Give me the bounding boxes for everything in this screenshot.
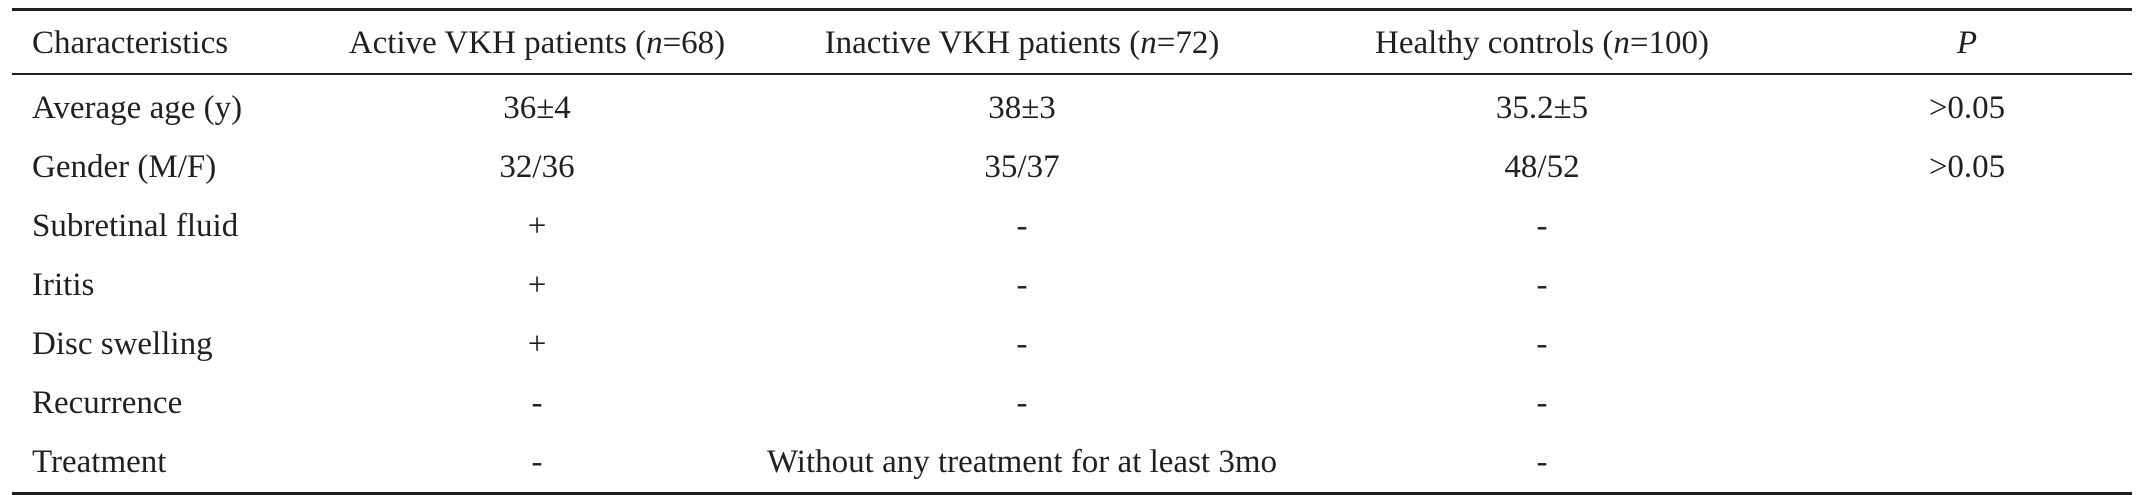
header-active-vkh: Active VKH patients (n=68) bbox=[348, 24, 726, 61]
cell-inactive: - bbox=[1016, 208, 1028, 244]
table-row: Treatment - Without any treatment for at… bbox=[12, 433, 2132, 494]
cell-active: 32/36 bbox=[499, 149, 575, 185]
cell-p bbox=[1802, 197, 2132, 256]
cell-healthy: - bbox=[1536, 267, 1548, 303]
row-label: Subretinal fluid bbox=[32, 208, 239, 244]
cell-p bbox=[1802, 315, 2132, 374]
header-p-value: P bbox=[1956, 24, 1978, 61]
row-label: Average age (y) bbox=[32, 90, 243, 126]
row-label: Iritis bbox=[32, 267, 95, 303]
cell-active: + bbox=[527, 208, 547, 244]
row-label: Gender (M/F) bbox=[32, 149, 217, 185]
table-row: Disc swelling + - - bbox=[12, 315, 2132, 374]
cell-active: + bbox=[527, 326, 547, 362]
cell-healthy: - bbox=[1536, 385, 1548, 421]
table-header-row: Characteristics Active VKH patients (n=6… bbox=[12, 9, 2132, 74]
cell-active: - bbox=[531, 385, 543, 421]
row-label: Disc swelling bbox=[32, 326, 213, 362]
cell-healthy: 35.2±5 bbox=[1495, 90, 1589, 126]
cell-inactive: - bbox=[1016, 326, 1028, 362]
cell-active: 36±4 bbox=[503, 90, 571, 126]
table-row: Iritis + - - bbox=[12, 256, 2132, 315]
cell-healthy: - bbox=[1536, 444, 1548, 480]
table-row: Gender (M/F) 32/36 35/37 48/52 >0.05 bbox=[12, 138, 2132, 197]
cell-healthy: - bbox=[1536, 326, 1548, 362]
table-row: Subretinal fluid + - - bbox=[12, 197, 2132, 256]
cell-healthy: 48/52 bbox=[1504, 149, 1580, 185]
header-inactive-vkh: Inactive VKH patients (n=72) bbox=[824, 24, 1220, 61]
cell-inactive: - bbox=[1016, 267, 1028, 303]
cell-active: + bbox=[527, 267, 547, 303]
cell-inactive: 35/37 bbox=[984, 149, 1060, 185]
row-label: Treatment bbox=[32, 444, 167, 480]
cell-p bbox=[1802, 433, 2132, 494]
cell-inactive: Without any treatment for at least 3mo bbox=[766, 444, 1278, 480]
table-row: Average age (y) 36±4 38±3 35.2±5 >0.05 bbox=[12, 74, 2132, 138]
table-row: Recurrence - - - bbox=[12, 374, 2132, 433]
cell-p bbox=[1802, 256, 2132, 315]
cell-p: >0.05 bbox=[1928, 90, 2006, 126]
header-healthy-controls: Healthy controls (n=100) bbox=[1375, 24, 1709, 61]
row-label: Recurrence bbox=[32, 385, 183, 421]
cell-p: >0.05 bbox=[1928, 149, 2006, 185]
cell-active: - bbox=[531, 444, 543, 480]
cell-inactive: 38±3 bbox=[988, 90, 1056, 126]
cell-healthy: - bbox=[1536, 208, 1548, 244]
characteristics-table: Characteristics Active VKH patients (n=6… bbox=[12, 8, 2132, 495]
cell-p bbox=[1802, 374, 2132, 433]
cell-inactive: - bbox=[1016, 385, 1028, 421]
header-characteristics: Characteristics bbox=[32, 24, 229, 61]
